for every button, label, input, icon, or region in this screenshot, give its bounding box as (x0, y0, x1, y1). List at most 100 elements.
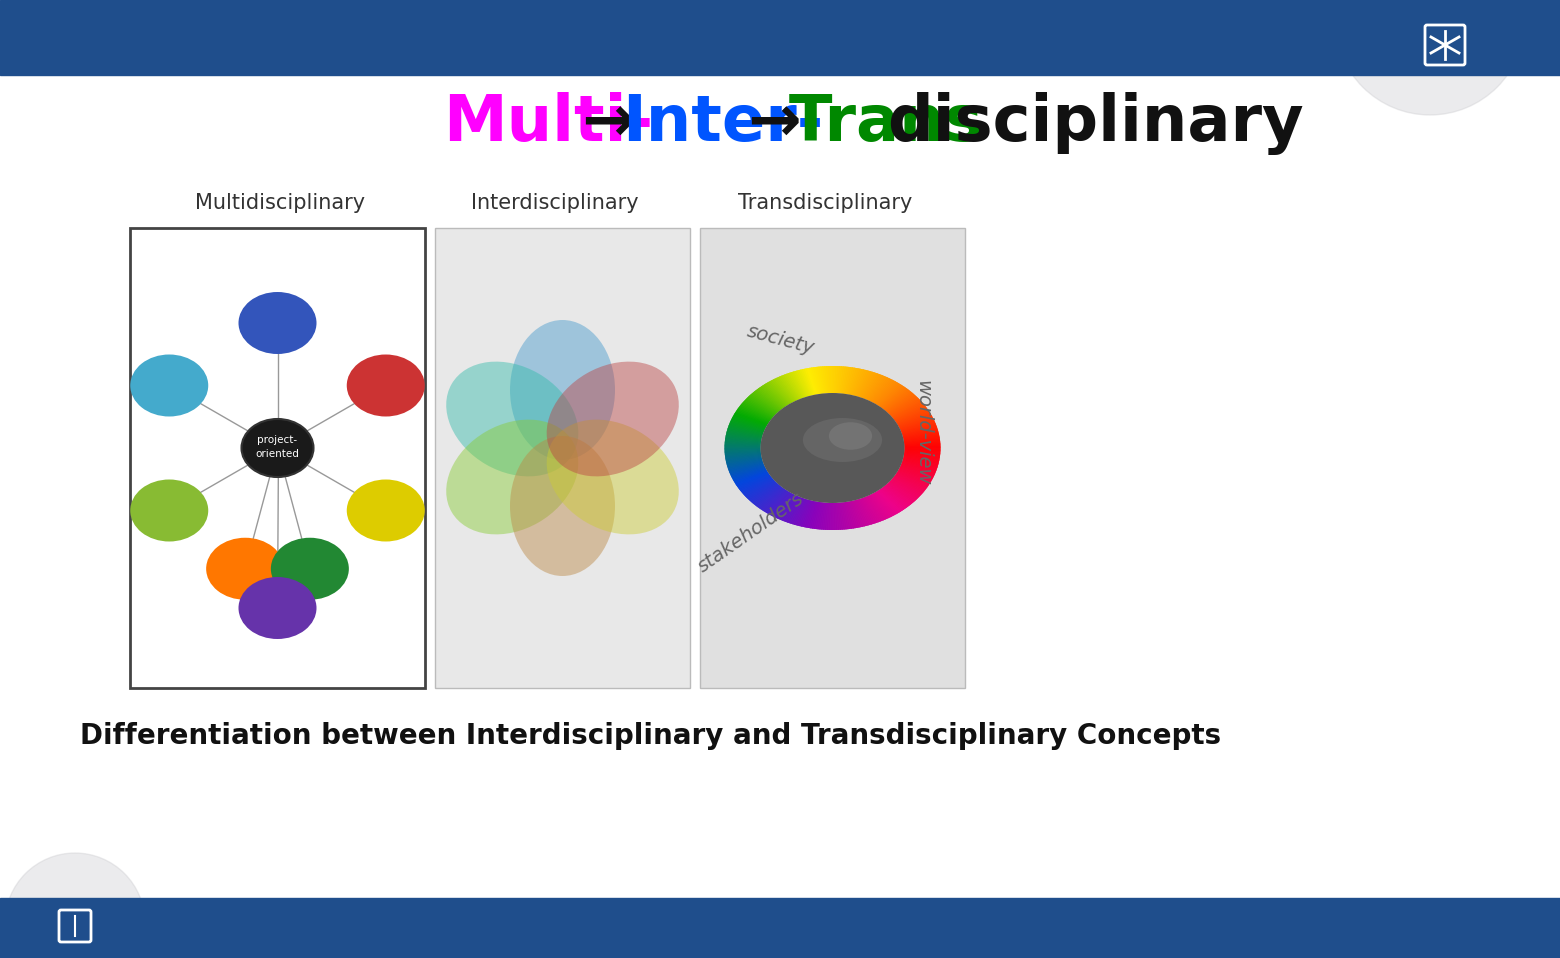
Polygon shape (905, 451, 941, 457)
Polygon shape (875, 382, 900, 405)
Polygon shape (853, 500, 869, 526)
Polygon shape (903, 453, 941, 460)
Polygon shape (782, 375, 800, 399)
Polygon shape (894, 405, 927, 422)
Polygon shape (755, 487, 783, 508)
Polygon shape (842, 367, 853, 394)
Polygon shape (886, 482, 917, 502)
Polygon shape (835, 503, 841, 530)
Polygon shape (727, 459, 763, 468)
Polygon shape (725, 453, 761, 459)
Polygon shape (842, 367, 852, 394)
Polygon shape (905, 439, 941, 445)
Polygon shape (744, 399, 775, 417)
Polygon shape (885, 392, 914, 412)
Polygon shape (849, 501, 861, 528)
Ellipse shape (346, 354, 424, 417)
Polygon shape (791, 371, 808, 398)
Polygon shape (788, 372, 805, 398)
Polygon shape (760, 385, 786, 407)
Polygon shape (761, 490, 788, 513)
Polygon shape (749, 483, 778, 502)
Polygon shape (729, 463, 764, 474)
Polygon shape (733, 469, 768, 483)
Polygon shape (772, 377, 796, 402)
Polygon shape (872, 492, 897, 516)
Polygon shape (883, 486, 911, 507)
Polygon shape (814, 367, 824, 394)
Polygon shape (860, 373, 878, 399)
Polygon shape (725, 456, 761, 463)
Polygon shape (869, 494, 891, 519)
Polygon shape (866, 496, 886, 521)
Polygon shape (752, 391, 780, 412)
Polygon shape (897, 469, 933, 483)
Polygon shape (836, 503, 842, 530)
Polygon shape (858, 371, 875, 398)
Polygon shape (727, 428, 763, 437)
Polygon shape (828, 366, 833, 393)
Polygon shape (725, 432, 761, 440)
Polygon shape (869, 494, 892, 518)
Polygon shape (741, 402, 772, 420)
Text: project-: project- (257, 435, 298, 445)
Polygon shape (738, 404, 772, 421)
Polygon shape (724, 448, 761, 451)
Polygon shape (891, 477, 924, 495)
Ellipse shape (129, 354, 207, 417)
Ellipse shape (510, 436, 615, 576)
Polygon shape (828, 503, 833, 530)
Polygon shape (752, 485, 782, 506)
Polygon shape (870, 378, 894, 403)
Text: Trans: Trans (788, 92, 983, 154)
Polygon shape (902, 460, 938, 469)
Polygon shape (786, 373, 805, 399)
Polygon shape (803, 501, 816, 528)
Polygon shape (860, 498, 877, 524)
Polygon shape (885, 484, 914, 504)
Polygon shape (766, 491, 791, 514)
Polygon shape (852, 369, 866, 396)
Polygon shape (877, 384, 903, 406)
Polygon shape (753, 389, 783, 410)
Polygon shape (875, 491, 900, 514)
Bar (0, 0, 1560, 75)
Polygon shape (844, 367, 855, 394)
Polygon shape (732, 415, 766, 428)
Polygon shape (874, 381, 899, 404)
Polygon shape (899, 468, 933, 481)
Polygon shape (741, 401, 774, 419)
Polygon shape (891, 479, 922, 497)
Polygon shape (813, 367, 822, 394)
Polygon shape (774, 377, 797, 401)
Polygon shape (788, 498, 807, 524)
Polygon shape (864, 374, 883, 399)
Polygon shape (891, 478, 922, 496)
Polygon shape (833, 503, 839, 530)
Polygon shape (775, 376, 797, 401)
Polygon shape (758, 488, 785, 510)
Polygon shape (735, 409, 769, 424)
Bar (129, 228, 424, 688)
Polygon shape (730, 418, 766, 429)
Polygon shape (724, 450, 761, 454)
Polygon shape (900, 421, 936, 432)
Polygon shape (724, 445, 761, 448)
Ellipse shape (239, 292, 317, 354)
Polygon shape (738, 474, 771, 490)
Polygon shape (844, 502, 853, 529)
Polygon shape (777, 495, 799, 520)
Polygon shape (903, 430, 939, 439)
Polygon shape (729, 464, 764, 475)
Polygon shape (903, 456, 939, 464)
Polygon shape (903, 435, 939, 442)
Polygon shape (771, 493, 794, 517)
Polygon shape (889, 397, 920, 416)
Polygon shape (903, 437, 941, 444)
Ellipse shape (346, 480, 424, 541)
Polygon shape (725, 434, 761, 441)
Polygon shape (867, 376, 888, 400)
Ellipse shape (510, 320, 615, 460)
Polygon shape (750, 392, 780, 412)
Polygon shape (866, 376, 886, 400)
